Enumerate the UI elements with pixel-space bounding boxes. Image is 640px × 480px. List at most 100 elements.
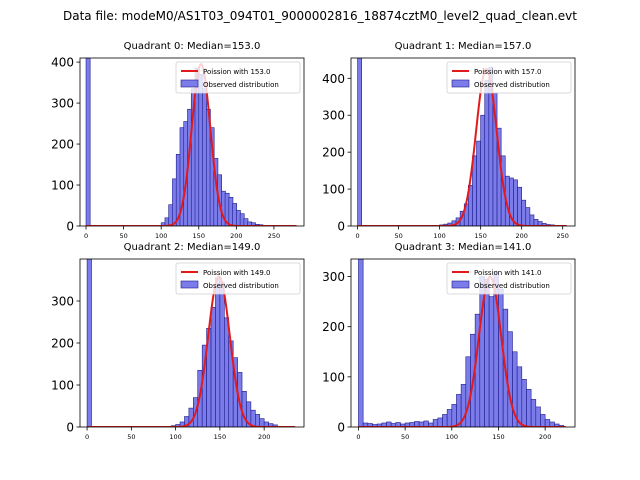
x-tick-label: 0 <box>84 232 88 240</box>
legend-bar-swatch <box>451 280 470 289</box>
plot-area <box>86 259 296 427</box>
histogram-bar <box>480 114 486 226</box>
histogram-bar <box>85 58 91 226</box>
legend: Poission with 149.0 Observed distribution <box>175 262 301 295</box>
y-tick-label: 100 <box>322 183 345 197</box>
legend-label-observed: Observed distribution <box>474 282 550 290</box>
legend: Poission with 141.0 Observed distribution <box>446 262 572 295</box>
x-tick-label: 200 <box>515 232 527 240</box>
histogram-bar <box>521 199 527 226</box>
y-tick-label: 200 <box>51 337 74 351</box>
histogram-bar <box>521 379 527 427</box>
histogram-bar <box>498 288 504 427</box>
axes-frame <box>350 57 576 227</box>
x-tick-label: 200 <box>258 433 270 441</box>
histogram-bar <box>476 140 481 226</box>
histogram-bar <box>437 417 443 427</box>
x-tick-label: 150 <box>492 433 504 441</box>
x-tick-label: 100 <box>446 433 458 441</box>
legend-bar-swatch <box>451 79 470 88</box>
x-tick-label: 50 <box>394 232 402 240</box>
x-tick-label: 100 <box>155 232 167 240</box>
y-tick-label: 300 <box>322 109 345 123</box>
plot-area <box>85 58 297 226</box>
legend-label-observed: Observed distribution <box>203 81 279 89</box>
histogram-bar <box>224 317 230 427</box>
histogram-bar <box>517 186 522 226</box>
histogram-bar <box>526 389 532 427</box>
x-tick-label: 0 <box>355 232 359 240</box>
x-tick-label: 0 <box>356 433 360 441</box>
y-tick-label: 200 <box>322 146 345 160</box>
legend-box <box>446 61 572 94</box>
histogram-bar <box>442 414 448 427</box>
y-tick-label: 100 <box>51 379 74 393</box>
histogram-bar <box>484 79 490 226</box>
plot-area <box>358 259 566 427</box>
y-tick-label: 0 <box>337 220 345 234</box>
x-tick-label: 50 <box>127 433 135 441</box>
x-tick-label: 100 <box>169 433 181 441</box>
histogram-bar <box>484 278 490 427</box>
chart-title: Quadrant 0: Median=153.0 <box>124 41 261 52</box>
axes-frame <box>350 258 576 428</box>
legend-bar-swatch <box>180 280 199 289</box>
y-tick-label: 200 <box>51 138 74 152</box>
histogram-bar <box>488 296 495 427</box>
histogram-bar <box>432 419 439 427</box>
histogram-bar <box>451 404 457 427</box>
histogram-bar <box>215 277 221 427</box>
legend-label-observed: Observed distribution <box>203 282 279 290</box>
poisson-fit-line <box>87 275 296 427</box>
axes-frame <box>79 57 305 227</box>
legend-label-poisson: Poission with 153.0 <box>203 68 271 76</box>
legend: Poission with 153.0 Observed distribution <box>175 61 301 94</box>
histogram-bar <box>516 366 523 427</box>
x-tick-label: 250 <box>556 232 568 240</box>
poisson-fit-line <box>86 62 297 226</box>
legend-label-poisson: Poission with 157.0 <box>474 68 542 76</box>
y-tick-label: 400 <box>51 56 74 70</box>
histogram-bar <box>86 259 92 427</box>
histogram-bar <box>255 414 261 427</box>
histogram-bar <box>357 58 362 226</box>
chart-panel-1: Quadrant 1: Median=157.0 0 50 100 150 200 250 0… <box>322 41 576 240</box>
x-tick-label: 50 <box>401 433 409 441</box>
x-tick-label: 200 <box>230 232 242 240</box>
y-tick-label: 0 <box>66 220 74 234</box>
histogram-bar <box>530 399 537 427</box>
histogram-bar <box>210 306 216 427</box>
histogram-bar <box>259 418 265 427</box>
legend-bar-swatch <box>180 79 199 88</box>
chart-title: Quadrant 1: Median=157.0 <box>395 41 532 52</box>
legend-box <box>446 262 572 295</box>
histogram-bar <box>507 331 513 427</box>
x-tick-label: 150 <box>214 433 226 441</box>
y-tick-label: 200 <box>322 320 345 334</box>
y-tick-label: 300 <box>51 295 74 309</box>
y-tick-label: 0 <box>66 421 74 435</box>
chart-panel-3: Quadrant 3: Median=141.0 0 50 100 150 200 0 100… <box>322 242 576 441</box>
y-tick-label: 100 <box>51 179 74 193</box>
legend-label-poisson: Poission with 149.0 <box>203 269 271 277</box>
x-tick-label: 150 <box>474 232 486 240</box>
x-tick-label: 50 <box>119 232 127 240</box>
x-tick-label: 150 <box>193 232 205 240</box>
legend-box <box>175 262 301 295</box>
y-tick-label: 100 <box>322 370 345 384</box>
histogram-bar <box>525 207 531 226</box>
y-tick-label: 300 <box>322 270 345 284</box>
y-tick-label: 400 <box>322 72 345 86</box>
y-tick-label: 0 <box>337 421 345 435</box>
histogram-bar <box>535 406 541 427</box>
histogram-bar <box>358 259 364 427</box>
chart-panel-0: Quadrant 0: Median=153.0 0 50 100 150 200 250 0… <box>51 41 305 240</box>
chart-title: Quadrant 3: Median=141.0 <box>395 242 532 253</box>
histogram-bar <box>513 179 518 226</box>
x-tick-label: 0 <box>85 433 89 441</box>
figure-suptitle: Data file: modeM0/AS1T03_094T01_90000028… <box>63 9 577 23</box>
legend: Poission with 157.0 Observed distribution <box>446 61 572 94</box>
x-tick-label: 100 <box>433 232 445 240</box>
histogram-bar <box>446 409 453 427</box>
